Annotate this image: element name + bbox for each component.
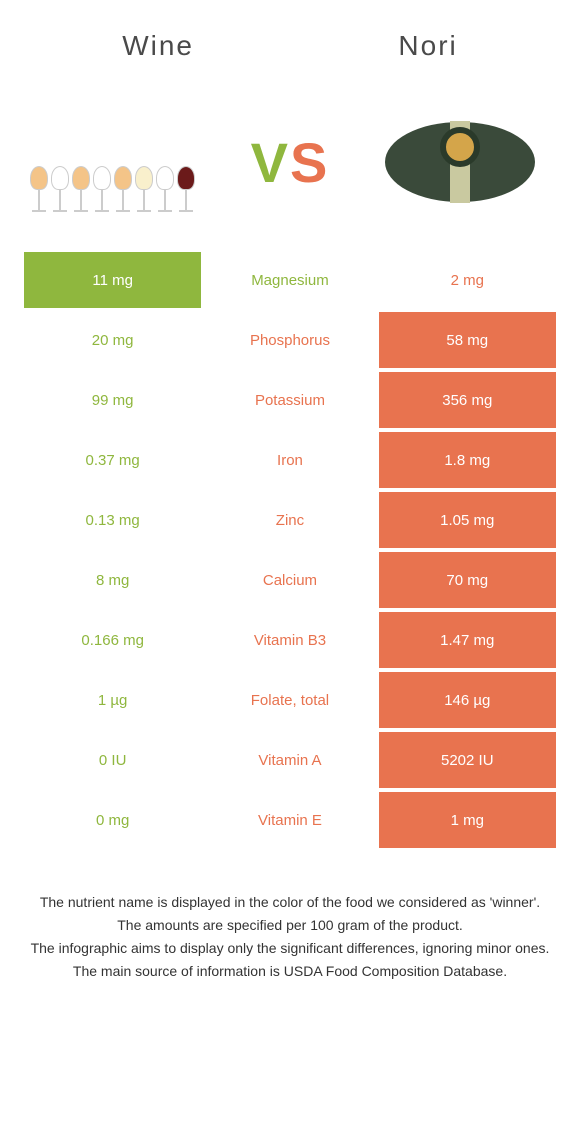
nutrient-row: 0 IUVitamin A5202 IU xyxy=(24,732,556,788)
nutrient-row: 0 mgVitamin E1 mg xyxy=(24,792,556,848)
nutrient-right-value: 356 mg xyxy=(379,372,556,428)
nori-image xyxy=(370,102,550,222)
footer-line-3: The infographic aims to display only the… xyxy=(30,938,550,959)
nutrient-row: 1 µgFolate, total146 µg xyxy=(24,672,556,728)
nutrient-name: Zinc xyxy=(201,492,378,548)
nutrient-row: 8 mgCalcium70 mg xyxy=(24,552,556,608)
nutrient-name: Iron xyxy=(201,432,378,488)
footer-line-2: The amounts are specified per 100 gram o… xyxy=(30,915,550,936)
wine-glass-icon xyxy=(114,166,132,212)
wine-glass-icon xyxy=(135,166,153,212)
nutrient-right-value: 146 µg xyxy=(379,672,556,728)
nutrient-right-value: 70 mg xyxy=(379,552,556,608)
nutrient-left-value: 0.166 mg xyxy=(24,612,201,668)
wine-glass-icon xyxy=(177,166,195,212)
nutrient-name: Vitamin E xyxy=(201,792,378,848)
nutrient-left-value: 1 µg xyxy=(24,672,201,728)
nutrient-left-value: 0 IU xyxy=(24,732,201,788)
footer-line-1: The nutrient name is displayed in the co… xyxy=(30,892,550,913)
nutrient-left-value: 20 mg xyxy=(24,312,201,368)
footer-notes: The nutrient name is displayed in the co… xyxy=(0,852,580,982)
footer-line-4: The main source of information is USDA F… xyxy=(30,961,550,982)
nutrient-left-value: 0.13 mg xyxy=(24,492,201,548)
header: Wine Nori xyxy=(0,0,580,82)
nutrient-name: Potassium xyxy=(201,372,378,428)
vs-badge: VS xyxy=(251,130,330,195)
nutrient-row: 11 mgMagnesium2 mg xyxy=(24,252,556,308)
header-title-left: Wine xyxy=(122,30,194,62)
nutrient-name: Vitamin A xyxy=(201,732,378,788)
nutrient-right-value: 5202 IU xyxy=(379,732,556,788)
vs-s-letter: S xyxy=(290,131,329,194)
nutrient-name: Calcium xyxy=(201,552,378,608)
nutrient-right-value: 1 mg xyxy=(379,792,556,848)
wine-glass-icon xyxy=(156,166,174,212)
nutrient-row: 99 mgPotassium356 mg xyxy=(24,372,556,428)
nutrient-left-value: 99 mg xyxy=(24,372,201,428)
nutrient-name: Phosphorus xyxy=(201,312,378,368)
nutrient-right-value: 1.05 mg xyxy=(379,492,556,548)
nutrient-left-value: 0.37 mg xyxy=(24,432,201,488)
nutrient-row: 0.37 mgIron1.8 mg xyxy=(24,432,556,488)
wine-glass-icon xyxy=(72,166,90,212)
nutrient-right-value: 1.8 mg xyxy=(379,432,556,488)
nutrient-name: Magnesium xyxy=(201,252,378,308)
header-title-right: Nori xyxy=(398,30,457,62)
vs-v-letter: V xyxy=(251,131,290,194)
nutrient-row: 20 mgPhosphorus58 mg xyxy=(24,312,556,368)
wine-image xyxy=(30,102,210,222)
nutrient-right-value: 1.47 mg xyxy=(379,612,556,668)
nutrient-name: Folate, total xyxy=(201,672,378,728)
nutrient-right-value: 2 mg xyxy=(379,252,556,308)
wine-glass-icon xyxy=(30,166,48,212)
nutrient-left-value: 11 mg xyxy=(24,252,201,308)
nutrient-row: 0.13 mgZinc1.05 mg xyxy=(24,492,556,548)
nutrient-left-value: 8 mg xyxy=(24,552,201,608)
nutrient-right-value: 58 mg xyxy=(379,312,556,368)
nutrient-row: 0.166 mgVitamin B31.47 mg xyxy=(24,612,556,668)
wine-glass-icon xyxy=(93,166,111,212)
nutrient-left-value: 0 mg xyxy=(24,792,201,848)
wine-glass-icon xyxy=(51,166,69,212)
nutrient-table: 11 mgMagnesium2 mg20 mgPhosphorus58 mg99… xyxy=(0,252,580,848)
images-row: VS xyxy=(0,82,580,252)
nutrient-name: Vitamin B3 xyxy=(201,612,378,668)
